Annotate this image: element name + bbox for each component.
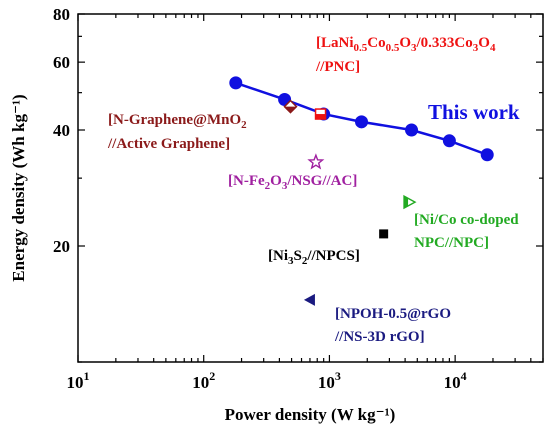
marker-fill [404,196,409,209]
annotation-label: [Ni3S2//NPCS] [268,248,360,267]
marker-fill [379,229,389,239]
y-tick-label: 60 [53,53,70,72]
this-work-point [442,134,456,148]
y-ticks: 20 40 60 80 [53,5,543,363]
comparison-markers [283,99,417,306]
this-work-point [480,148,494,162]
annotations: [LaNi0.5Co0.5O3/0.333Co3O4 //PNC] [N-Graph… [107,35,520,345]
marker-outline [307,153,325,170]
annotation-label: [LaNi0.5Co0.5O3/0.333Co3O4 [316,35,496,54]
annotation-label: [NPOH-0.5@rGO [335,306,451,322]
comparison-marker [307,153,325,170]
y-tick-label: 40 [53,121,70,140]
annotation-label: NPC//NPC] [414,235,489,251]
x-tick-label: 101 [67,369,90,392]
comparison-marker [403,194,417,210]
x-axis-title: Power density (W kg⁻¹) [225,405,396,424]
annotation-label: //PNC] [315,59,360,75]
this-work-point [355,115,369,129]
comparison-marker [303,293,315,306]
comparison-marker [283,99,298,114]
marker-fill [303,293,315,306]
annotation-label: [Ni/Co co-doped [414,212,519,228]
annotation-label: //Active Graphene] [107,136,230,152]
comparison-marker [314,108,327,120]
marker-fill [315,114,326,120]
annotation-label: [N-Graphene@MnO2 [108,112,247,131]
y-tick-label: 20 [53,237,70,256]
y-axis-title: Energy density (Wh kg⁻¹) [9,94,28,281]
annotation-label: //NS-3D rGO] [334,329,425,345]
annotation-label: [N-Fe2O3/NSG//AC] [228,173,357,192]
comparison-marker [379,229,389,239]
x-ticks: 101 102 103 104 [67,14,544,392]
x-tick-label: 104 [444,369,467,392]
marker-fill [284,106,297,113]
x-tick-label: 102 [192,369,215,392]
this-work-point [405,123,419,137]
x-tick-label: 103 [318,369,341,392]
y-tick-label: 80 [53,5,70,24]
this-work-label: This work [428,100,520,124]
this-work-point [229,76,243,90]
